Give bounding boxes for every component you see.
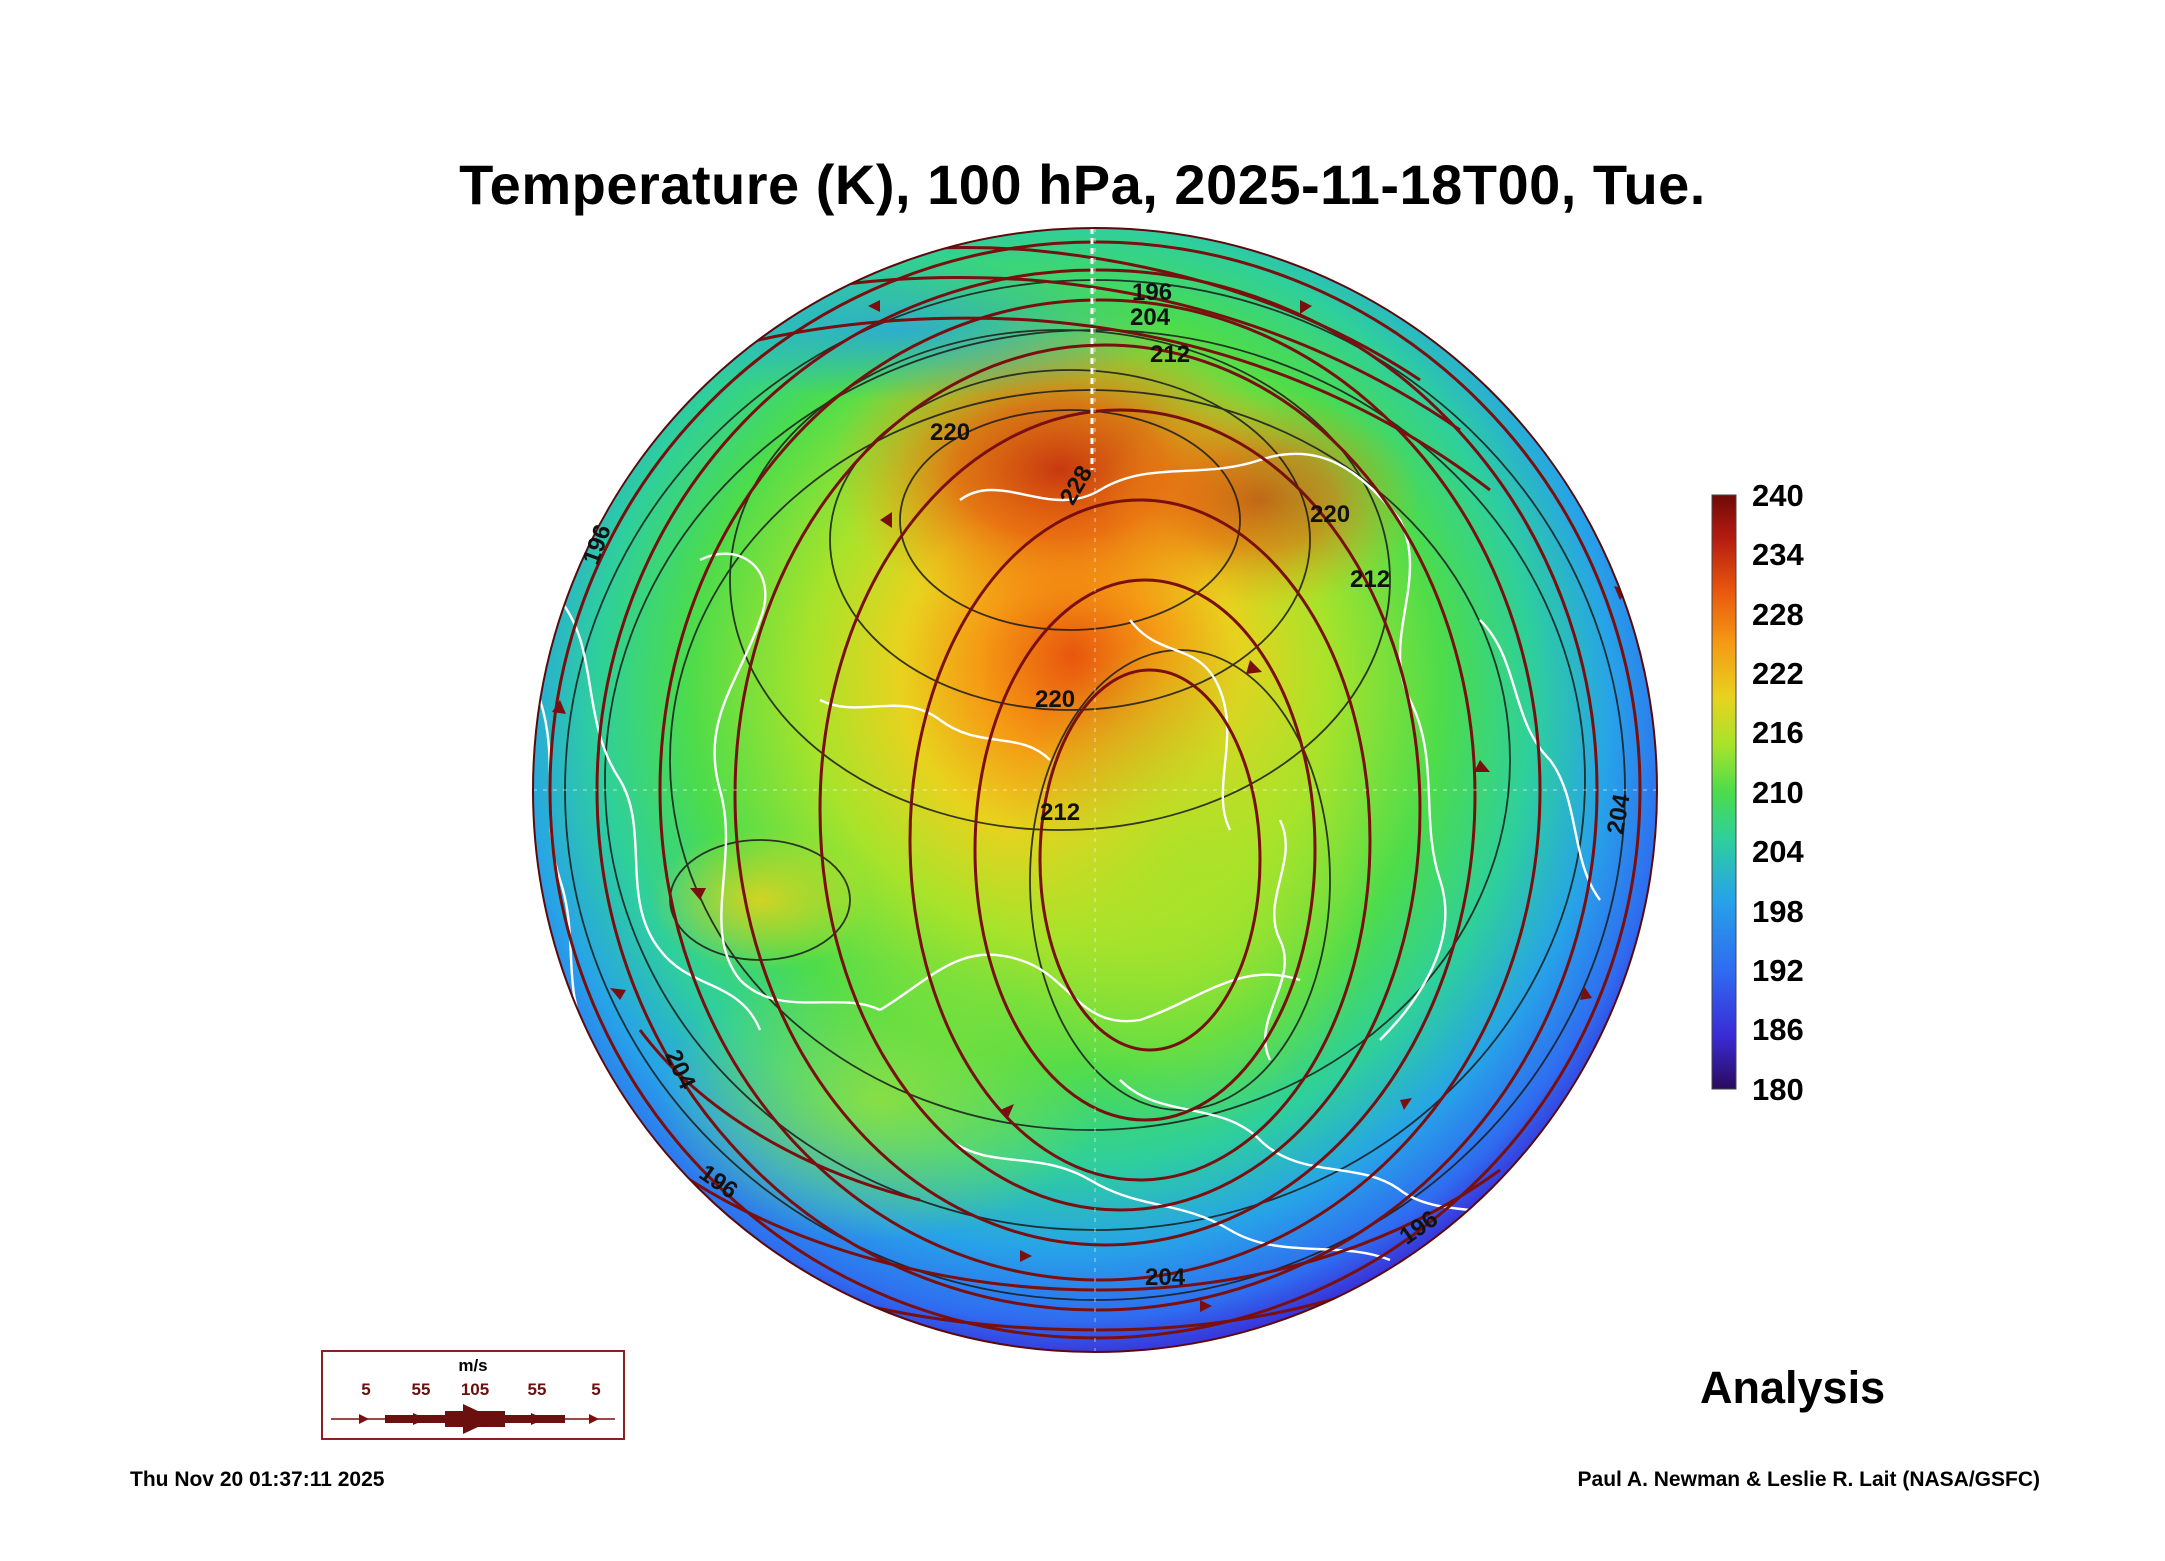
wind-legend-unit: m/s	[458, 1356, 488, 1375]
colorbar-tick-label: 186	[1752, 1012, 1804, 1047]
wind-legend-speed: 5	[361, 1380, 371, 1399]
colorbar-tick-label: 192	[1752, 953, 1804, 988]
map-title: Temperature (K), 100 hPa, 2025-11-18T00,…	[459, 153, 1706, 216]
wind-legend-speed: 55	[527, 1380, 547, 1399]
contour-label: 212	[1150, 341, 1190, 368]
wind-legend-speed: 105	[460, 1380, 490, 1399]
colorbar-tick-label: 210	[1752, 775, 1804, 810]
colorbar-tick-label: 180	[1752, 1072, 1804, 1107]
map-disk-outline	[532, 227, 1658, 1353]
contour-label: 220	[930, 419, 970, 446]
contour-label: 220	[1035, 686, 1075, 713]
streamline-arrows	[552, 300, 1628, 1312]
colorbar-tick-label: 240	[1752, 478, 1804, 513]
colorbar-tick-label: 204	[1752, 834, 1804, 869]
colorbar-tick-label: 198	[1752, 894, 1804, 929]
wind-legend-speed: 55	[411, 1380, 431, 1399]
author-credit: Paul A. Newman & Leslie R. Lait (NASA/GS…	[1577, 1468, 2040, 1491]
wind-legend-arrows	[331, 1404, 615, 1434]
colorbar	[1711, 494, 1737, 1090]
colorbar-tick-label: 216	[1752, 715, 1804, 750]
contour-label: 196	[1132, 279, 1172, 306]
contour-label: 220	[1310, 501, 1350, 528]
wind-legend-speed: 5	[591, 1380, 601, 1399]
colorbar-tick-label: 228	[1752, 597, 1804, 632]
colorbar-tick-label: 234	[1752, 537, 1804, 572]
wind-speed-legend: m/s 5 55 105 55 5	[321, 1350, 625, 1440]
contour-label: 212	[1350, 566, 1390, 593]
contour-label: 204	[1130, 304, 1171, 331]
graticule	[533, 228, 1657, 1352]
contour-label: 204	[1145, 1264, 1186, 1291]
colorbar-tick-label: 222	[1752, 656, 1804, 691]
contour-label: 212	[1040, 799, 1080, 826]
analysis-label: Analysis	[1700, 1362, 1886, 1413]
generation-timestamp: Thu Nov 20 01:37:11 2025	[130, 1468, 385, 1491]
